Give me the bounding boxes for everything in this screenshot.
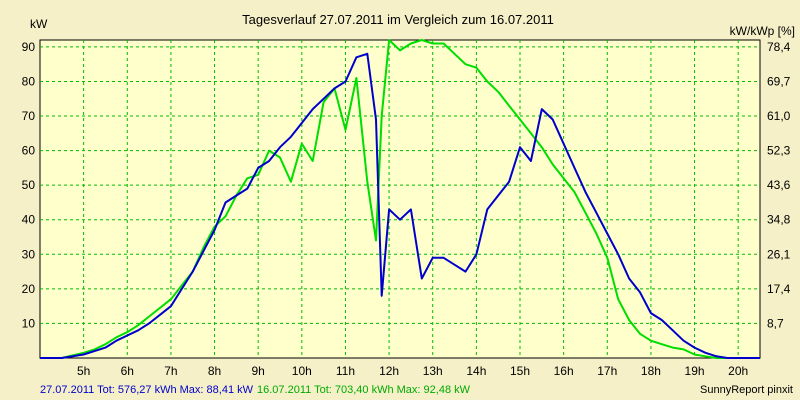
y-axis-left-label: kW <box>30 17 48 31</box>
x-ticks: 5h 6h 7h 8h 9h 10h 11h 12h 13h 14h 15h 16h 17h 18h 19h… <box>77 364 748 378</box>
series-lines <box>40 39 760 359</box>
y-tick-label-left: 70 <box>22 109 36 123</box>
x-tick-label: 6h <box>121 364 134 378</box>
x-tick-label: 11h <box>336 364 355 378</box>
footer-series1-stats: 27.07.2011 Tot: 576,27 kWh Max: 88,41 kW <box>40 384 254 396</box>
y-tick-label-left: 30 <box>22 247 36 261</box>
x-tick-label: 13h <box>423 364 443 378</box>
x-tick-label: 14h <box>466 364 486 378</box>
y-tick-label-left: 50 <box>22 178 36 192</box>
y-tick-label-right: 69,7 <box>767 74 791 88</box>
y-tick-label-right: 17,4 <box>767 282 791 296</box>
series-line-16-07-2011 <box>40 39 760 359</box>
y-axis-right-label: kW/kWp [%] <box>730 24 795 38</box>
series-line-27-07-2011 <box>40 52 760 359</box>
y-tick-label-right: 43,6 <box>767 178 791 192</box>
x-tick-label: 16h <box>554 364 574 378</box>
y-tick-label-left: 40 <box>22 213 36 227</box>
x-tick-label: 20h <box>728 364 748 378</box>
y-tick-label-left: 80 <box>22 74 36 88</box>
footer-credit: SunnyReport pinxit <box>700 384 793 396</box>
y-tick-label-left: 60 <box>22 144 36 158</box>
y-tick-label-right: 78,4 <box>767 40 791 54</box>
y-tick-label-right: 61,0 <box>767 109 791 123</box>
footer-stats: 27.07.2011 Tot: 576,27 kWh Max: 88,41 kW… <box>40 384 471 396</box>
x-tick-label: 15h <box>510 364 530 378</box>
plot-area <box>39 39 761 359</box>
x-tick-label: 12h <box>379 364 399 378</box>
y-tick-label-right: 52,3 <box>767 144 791 158</box>
chart-title: Tagesverlauf 27.07.2011 im Vergleich zum… <box>242 12 554 27</box>
x-tick-label: 8h <box>208 364 221 378</box>
y-tick-label-left: 90 <box>22 40 36 54</box>
x-tick-label: 10h <box>292 364 312 378</box>
y-tick-label-left: 10 <box>22 316 36 330</box>
y-tick-label-right: 26,1 <box>767 247 791 261</box>
y-tick-label-right: 34,8 <box>767 213 791 227</box>
x-tick-label: 5h <box>77 364 90 378</box>
x-tick-label: 7h <box>164 364 177 378</box>
y-tick-label-left: 20 <box>22 282 36 296</box>
y-ticks-left: 10 20 30 40 50 60 70 80 90 <box>22 40 36 331</box>
y-tick-label-right: 8,7 <box>767 316 784 330</box>
x-tick-label: 17h <box>597 364 617 378</box>
x-tick-label: 9h <box>252 364 265 378</box>
y-ticks-right: 8,7 17,4 26,1 34,8 43,6 52,3 61,0 69,7 78,4 <box>767 40 791 331</box>
x-tick-label: 18h <box>641 364 661 378</box>
footer-series2-stats: 16.07.2011 Tot: 703,40 kWh Max: 92,48 kW <box>257 384 471 396</box>
x-tick-label: 19h <box>685 364 705 378</box>
grid-lines <box>40 40 760 358</box>
